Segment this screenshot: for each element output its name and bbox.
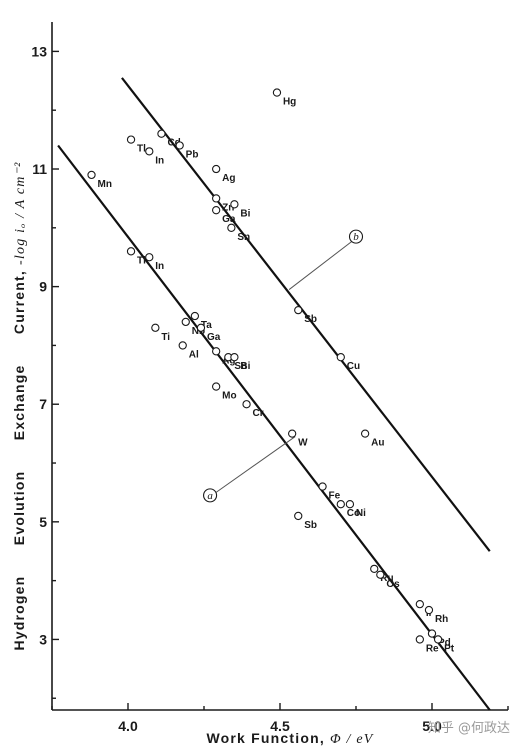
x-tick-label: 4.5 [270, 718, 290, 734]
data-point [336, 353, 345, 362]
axis-titles: Work Function, Φ / eV Hydrogen Evolution… [11, 161, 373, 747]
data-point-label: Ru [380, 573, 393, 584]
data-point-label: Rh [435, 614, 448, 625]
data-point-label: Bi [240, 208, 250, 219]
x-tick-label: 5.0 [422, 718, 442, 734]
data-point [175, 141, 184, 150]
data-point-label: Mn [98, 179, 112, 190]
data-point [181, 317, 190, 327]
callout-leader-a [215, 436, 296, 493]
data-point [190, 311, 200, 321]
data-point-label: Pd [438, 638, 451, 649]
data-point-label: Sn [237, 232, 250, 243]
data-point [242, 400, 251, 409]
data-point-label: Cr [253, 408, 264, 419]
fit-lines [57, 77, 491, 711]
x-axis-title: Work Function, Φ / eV [206, 730, 373, 747]
callout-label-b: b [353, 231, 359, 243]
data-point [318, 482, 327, 491]
callout-circle-a [203, 488, 218, 503]
data-point-label: Co [347, 508, 360, 519]
data-point [433, 635, 443, 644]
callout-circle-b [348, 229, 364, 244]
data-point [145, 253, 154, 262]
data-point [230, 353, 239, 362]
data-point [376, 570, 385, 579]
data-point [370, 564, 379, 574]
data-point [272, 88, 282, 97]
data-point-label: W [298, 438, 308, 449]
y-tick-label: 7 [39, 396, 47, 412]
data-point [87, 170, 96, 180]
data-point-label: Pb [186, 149, 199, 160]
y-tick-label: 11 [32, 161, 47, 177]
data-point [212, 164, 221, 174]
data-point-label: Pt [444, 643, 455, 654]
data-point-label: Hg [283, 97, 296, 108]
data-point [424, 605, 434, 615]
data-point [227, 223, 236, 232]
x-tick-label: 4.0 [118, 718, 138, 734]
data-point [196, 323, 206, 332]
data-point-label: Mo [222, 391, 236, 402]
data-point-label: Ta [201, 320, 212, 331]
y-tick-label: 3 [39, 631, 47, 647]
data-point-label: Tl [137, 144, 146, 155]
data-point-label: Ti [161, 332, 170, 343]
data-point-label: Nb [192, 326, 205, 337]
data-point-label: Os [386, 579, 400, 590]
data-point [415, 635, 424, 644]
data-point-label: Sn [234, 361, 247, 372]
watermark-text: 知乎 @何政达 [428, 720, 510, 736]
callout-leader-b [288, 233, 363, 290]
data-point-label: In [155, 261, 164, 272]
data-point [157, 129, 166, 138]
data-point [427, 629, 437, 638]
data-point [336, 500, 345, 509]
data-point-label: Au [371, 438, 384, 449]
data-point-label: Re [426, 643, 439, 654]
data-point-label: Fe [329, 491, 341, 502]
y-tick-label: 5 [39, 514, 47, 530]
data-point-label: Cd [167, 138, 180, 149]
data-point [212, 206, 221, 215]
axes: 3 5 7 9 11 13 4.0 4.5 5.0 [31, 22, 509, 734]
data-point-label: Cu [347, 361, 360, 372]
data-point [178, 341, 187, 350]
data-point [126, 135, 136, 144]
data-point [151, 323, 160, 332]
fit-line-a [57, 144, 491, 711]
fit-line-b [121, 77, 491, 552]
y-axis-title: Hydrogen Evolution Exchange Current, -lo… [11, 161, 28, 650]
data-point [212, 194, 221, 203]
data-point [294, 305, 303, 315]
y-tick-label: 9 [39, 279, 47, 295]
data-point-label: Tl [137, 255, 146, 266]
data-point [415, 600, 424, 609]
data-point-label: Bi [240, 361, 250, 372]
data-point [212, 382, 221, 391]
data-point [345, 500, 355, 509]
data-point [230, 200, 239, 209]
data-point-label: Zn [222, 202, 234, 213]
data-point-label: Ga [207, 332, 221, 343]
data-point [126, 247, 136, 256]
callouts: ab [203, 229, 364, 503]
data-point-label: In [155, 155, 164, 166]
data-point-label: Sb [304, 314, 317, 325]
data-point-label: Al [189, 349, 199, 360]
data-point [360, 429, 370, 438]
data-point [294, 511, 303, 521]
y-tick-label: 13 [31, 43, 47, 59]
callout-label-a: a [207, 490, 213, 502]
data-point-label: Sb [304, 520, 317, 531]
data-point-label: Ag [222, 173, 235, 184]
data-point-label: Ni [356, 508, 366, 519]
data-point [212, 347, 221, 356]
data-point [145, 147, 154, 156]
data-point-label: Ga [222, 214, 236, 225]
data-point [288, 429, 297, 438]
